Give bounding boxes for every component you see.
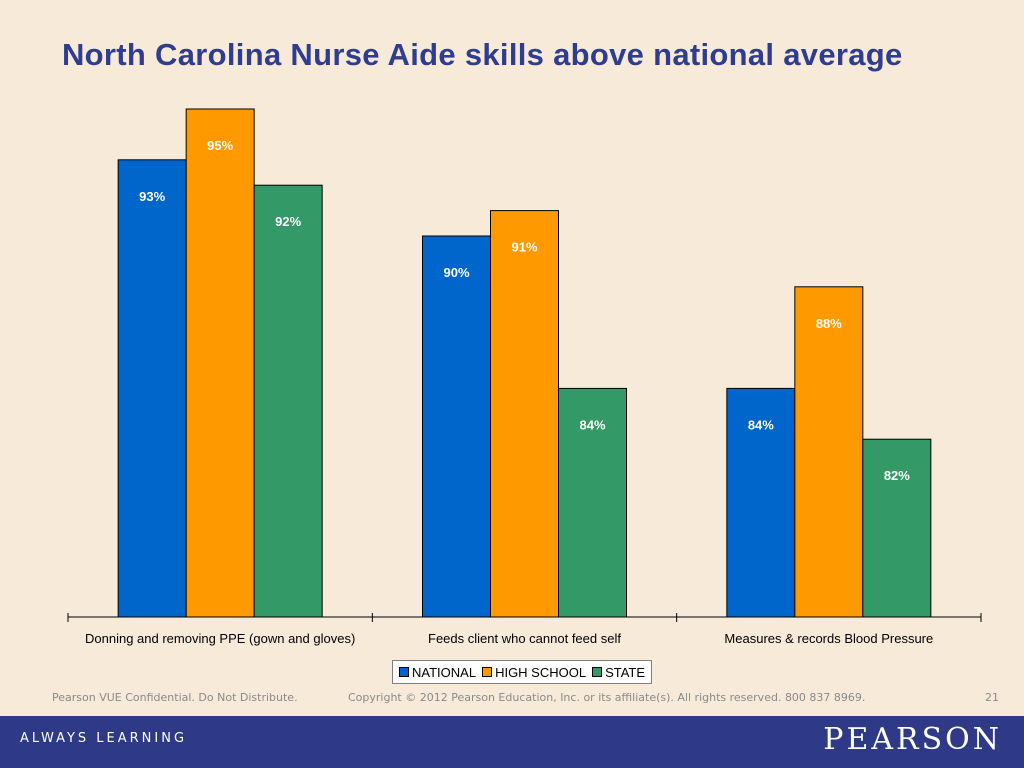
footer-confidential: Pearson VUE Confidential. Do Not Distrib…: [52, 691, 298, 704]
data-label-high-school-3: 88%: [816, 316, 842, 331]
bar-national-1: [117, 159, 187, 618]
legend-label-state: STATE: [605, 664, 646, 680]
category-label-1: Donning and removing PPE (gown and glove…: [85, 631, 355, 646]
bar-high-school-3: [794, 286, 864, 618]
data-label-national-2: 90%: [443, 265, 469, 280]
bar-state-3: [862, 438, 932, 618]
bar-high-school-2: [490, 210, 559, 618]
bar-high-school-1: [185, 108, 255, 618]
category-label-2: Feeds client who cannot feed self: [428, 631, 621, 646]
legend-item-national: NATIONAL: [399, 665, 476, 680]
bottom-brand-bar: ALWAYS LEARNING PEARSON: [0, 716, 1024, 768]
bar-chart: 93% 95% 92% Donning and removing PPE (gown …: [67, 108, 982, 646]
bar-state-2: [558, 387, 627, 618]
bar-national-3: [726, 387, 796, 618]
data-label-state-3: 82%: [884, 468, 910, 483]
data-label-high-school-2: 91%: [511, 240, 537, 255]
legend-swatch-high-school: [482, 667, 493, 677]
category-label-3: Measures & records Blood Pressure: [724, 631, 933, 646]
bar-national-2: [422, 235, 491, 618]
chart-legend: NATIONAL HIGH SCHOOL STATE: [392, 660, 653, 684]
legend-label-national: NATIONAL: [412, 664, 477, 680]
slide-title: North Carolina Nurse Aide skills above n…: [62, 37, 903, 72]
page-number: 21: [985, 691, 999, 704]
data-label-state-2: 84%: [579, 417, 605, 432]
legend-item-state: STATE: [592, 665, 645, 680]
tagline: ALWAYS LEARNING: [20, 731, 188, 746]
bar-state-1: [253, 184, 323, 618]
legend-swatch-state: [592, 667, 603, 677]
legend-label-high-school: HIGH SCHOOL: [495, 664, 587, 680]
data-label-national-1: 93%: [139, 189, 165, 204]
data-label-national-3: 84%: [748, 417, 774, 432]
data-label-high-school-1: 95%: [207, 138, 233, 153]
data-label-state-1: 92%: [275, 214, 301, 229]
legend-item-high-school: HIGH SCHOOL: [482, 665, 586, 680]
pearson-logo: PEARSON: [823, 722, 1002, 757]
footer-copyright: Copyright © 2012 Pearson Education, Inc.…: [348, 691, 866, 704]
legend-swatch-national: [399, 667, 409, 677]
